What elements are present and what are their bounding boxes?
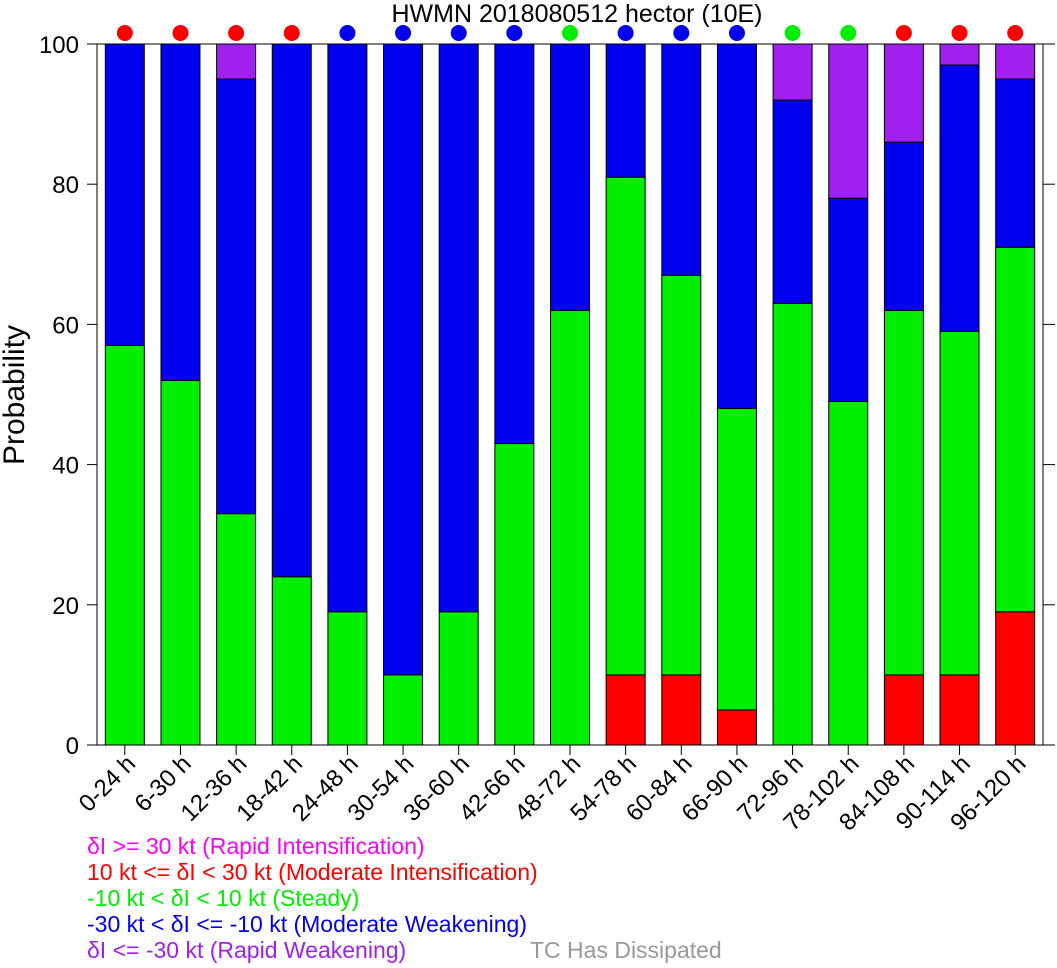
bar-segment-mw-1 xyxy=(104,43,145,346)
bar-segment-st-11 xyxy=(661,274,702,676)
bar-segment-mw-14 xyxy=(828,197,869,403)
bar-segment-st-13 xyxy=(772,302,813,746)
bar-segment-mw-16 xyxy=(939,64,980,332)
bar-segment-st-17 xyxy=(995,246,1036,613)
intensity-marker-2 xyxy=(172,25,189,41)
intensity-marker-7 xyxy=(450,25,467,41)
bar-segment-st-10 xyxy=(605,176,646,676)
legend-entry: 10 kt <= δI < 30 kt (Moderate Intensific… xyxy=(87,859,538,885)
bar-segment-mw-13 xyxy=(772,99,813,304)
bar-segment-st-9 xyxy=(550,309,590,746)
bar-segment-mi-10 xyxy=(605,674,646,746)
bar-segment-mw-10 xyxy=(605,43,646,178)
y-tick-label: 40 xyxy=(52,453,79,480)
y-tick-label: 20 xyxy=(52,593,79,620)
y-tick-label: 60 xyxy=(52,312,79,339)
bar-segment-st-14 xyxy=(828,401,869,746)
intensity-marker-11 xyxy=(673,25,690,41)
intensity-marker-16 xyxy=(951,25,968,41)
intensity-marker-10 xyxy=(617,25,634,41)
y-tick-label: 80 xyxy=(52,172,79,199)
bar-segment-mw-12 xyxy=(716,43,757,410)
bar-segment-st-8 xyxy=(494,443,535,746)
intensity-marker-13 xyxy=(784,25,801,41)
bar-segment-mw-17 xyxy=(995,78,1036,248)
bar-segment-rw-17 xyxy=(995,43,1036,80)
y-tick-label: 100 xyxy=(39,32,79,59)
bar-segment-mw-15 xyxy=(883,141,924,311)
bar-segment-rw-15 xyxy=(883,43,924,143)
bar-segment-st-16 xyxy=(939,330,980,676)
intensity-marker-8 xyxy=(506,25,523,41)
intensity-marker-15 xyxy=(895,25,912,41)
bar-segment-mw-11 xyxy=(661,43,702,276)
bar-segment-mi-17 xyxy=(995,611,1036,746)
bar-segment-mw-8 xyxy=(494,43,535,445)
bar-segment-rw-16 xyxy=(939,43,980,66)
intensity-marker-1 xyxy=(116,25,133,41)
intensity-marker-5 xyxy=(339,25,356,41)
x-tick-label: 0-24 h xyxy=(74,750,141,817)
bar-segment-mw-6 xyxy=(383,43,424,676)
legend-entry: δI <= -30 kt (Rapid Weakening) xyxy=(87,937,406,963)
intensity-marker-6 xyxy=(395,25,412,41)
bar-segment-rw-13 xyxy=(772,43,813,101)
bar-segment-st-4 xyxy=(271,576,312,746)
bar-segment-st-2 xyxy=(160,379,201,746)
bar-segment-mw-7 xyxy=(438,43,479,613)
bar-segment-rw-14 xyxy=(828,43,869,199)
bar-segment-mi-16 xyxy=(939,674,980,746)
bar-segment-st-5 xyxy=(327,611,368,746)
intensity-marker-17 xyxy=(1007,25,1024,41)
y-tick-label: 0 xyxy=(66,733,79,760)
intensity-marker-3 xyxy=(228,25,245,41)
intensity-marker-4 xyxy=(283,25,300,41)
bar-segment-st-3 xyxy=(216,513,257,746)
intensity-marker-14 xyxy=(840,25,857,41)
dissipated-note: TC Has Dissipated xyxy=(530,937,722,963)
legend-entry: -10 kt < δI < 10 kt (Steady) xyxy=(87,885,359,911)
bar-segment-st-6 xyxy=(383,674,424,746)
bar-segment-st-1 xyxy=(104,344,145,746)
bar-segment-mw-4 xyxy=(271,43,312,578)
plot-frame xyxy=(96,43,1044,746)
intensity-marker-9 xyxy=(562,25,578,41)
bar-segment-mw-5 xyxy=(327,43,368,613)
bar-segment-mw-3 xyxy=(216,78,257,515)
bar-segment-st-7 xyxy=(438,611,479,746)
bar-segment-mw-9 xyxy=(550,43,590,311)
bar-segment-mw-2 xyxy=(160,43,201,381)
marker-layer xyxy=(116,25,1024,41)
bar-layer xyxy=(104,43,1036,746)
bar-segment-mi-11 xyxy=(661,674,702,746)
bar-segment-mi-15 xyxy=(883,674,924,746)
intensity-marker-12 xyxy=(728,25,745,41)
bar-segment-st-15 xyxy=(883,309,924,676)
legend: δI >= 30 kt (Rapid Intensification)10 kt… xyxy=(87,833,538,963)
bar-segment-rw-3 xyxy=(216,43,257,80)
chart-title: HWMN 2018080512 hector (10E) xyxy=(391,0,762,28)
bar-segment-st-12 xyxy=(716,408,757,711)
y-axis-label: Probability xyxy=(0,325,31,465)
legend-entry: -30 kt < δI <= -10 kt (Moderate Weakenin… xyxy=(87,911,527,937)
legend-entry: δI >= 30 kt (Rapid Intensification) xyxy=(87,833,425,859)
bar-segment-mi-12 xyxy=(716,709,757,746)
